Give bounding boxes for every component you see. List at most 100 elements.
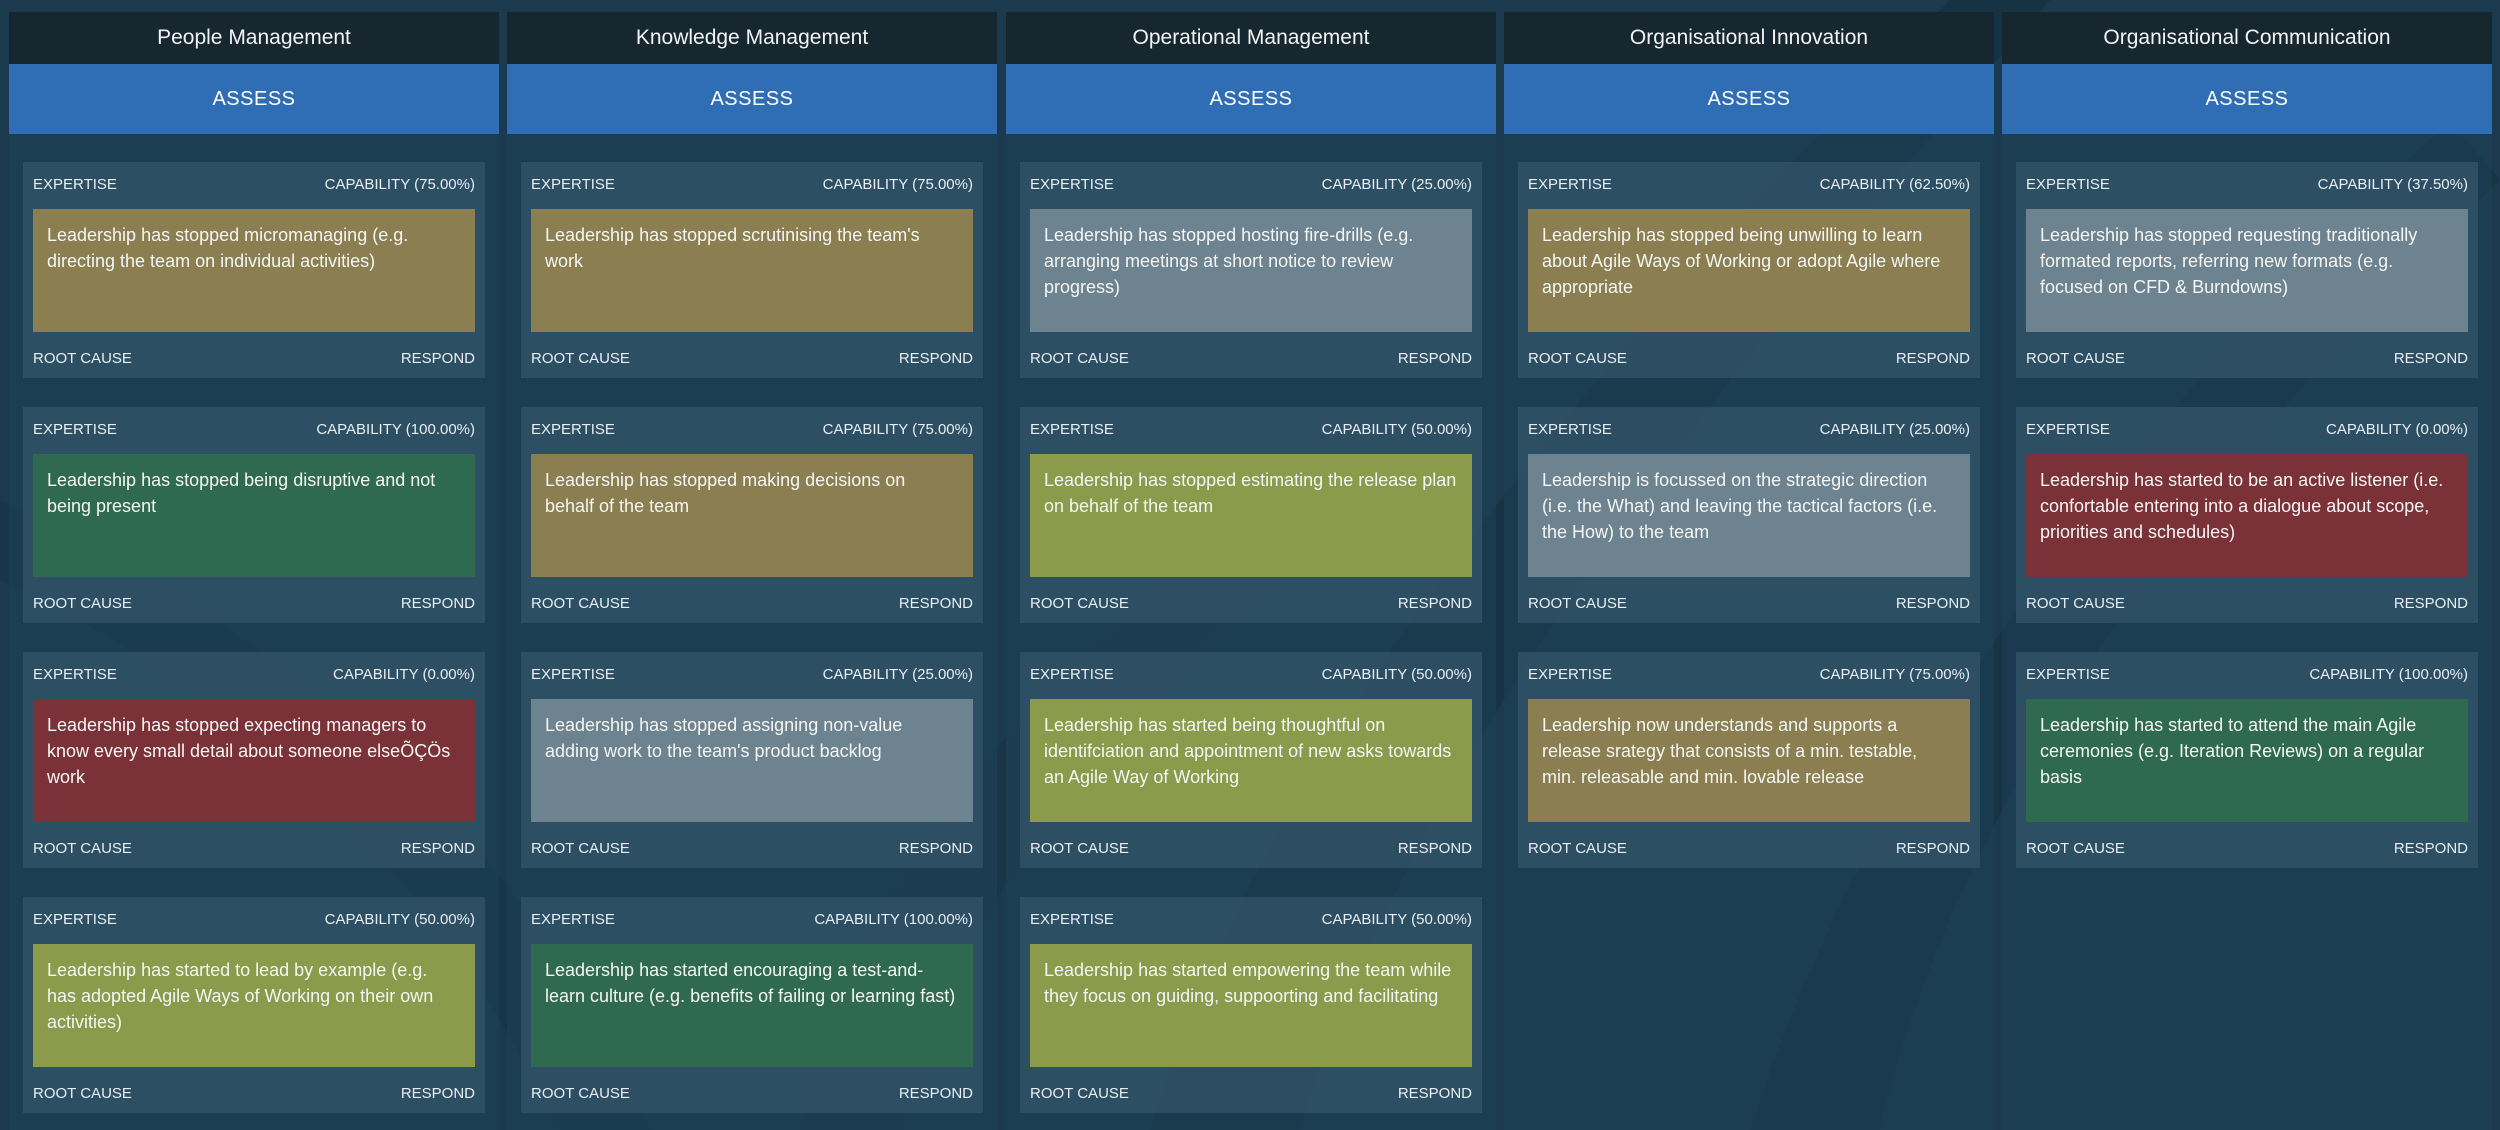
assessment-card: EXPERTISE CAPABILITY (100.00%) Leadershi…	[23, 407, 485, 623]
card-statement[interactable]: Leadership has started encouraging a tes…	[531, 944, 973, 1067]
respond-link[interactable]: RESPOND	[400, 595, 475, 612]
respond-link[interactable]: RESPOND	[898, 840, 973, 857]
respond-link[interactable]: RESPOND	[898, 350, 973, 367]
card-statement[interactable]: Leadership has started to lead by exampl…	[33, 944, 475, 1067]
root-cause-link[interactable]: ROOT CAUSE	[2026, 595, 2125, 612]
expertise-label: EXPERTISE	[33, 176, 117, 193]
expertise-label: EXPERTISE	[2026, 421, 2110, 438]
capability-label: CAPABILITY (50.00%)	[1321, 421, 1472, 438]
card-statement[interactable]: Leadership has stopped requesting tradit…	[2026, 209, 2468, 332]
respond-link[interactable]: RESPOND	[400, 840, 475, 857]
respond-link[interactable]: RESPOND	[1895, 840, 1970, 857]
assessment-card: EXPERTISE CAPABILITY (75.00%) Leadership…	[1518, 652, 1980, 868]
assessment-card: EXPERTISE CAPABILITY (50.00%) Leadership…	[1020, 407, 1482, 623]
root-cause-link[interactable]: ROOT CAUSE	[33, 350, 132, 367]
card-statement[interactable]: Leadership has stopped being unwilling t…	[1528, 209, 1970, 332]
card-statement[interactable]: Leadership has started to be an active l…	[2026, 454, 2468, 577]
respond-link[interactable]: RESPOND	[898, 595, 973, 612]
root-cause-link[interactable]: ROOT CAUSE	[33, 840, 132, 857]
root-cause-link[interactable]: ROOT CAUSE	[1528, 840, 1627, 857]
column-title: Knowledge Management	[507, 12, 997, 64]
respond-link[interactable]: RESPOND	[1895, 350, 1970, 367]
assessment-card: EXPERTISE CAPABILITY (75.00%) Leadership…	[23, 162, 485, 378]
expertise-label: EXPERTISE	[2026, 666, 2110, 683]
column-organisational-communication: Organisational Communication ASSESS EXPE…	[2002, 12, 2492, 1130]
respond-link[interactable]: RESPOND	[1397, 595, 1472, 612]
card-statement[interactable]: Leadership has stopped scrutinising the …	[531, 209, 973, 332]
assess-button[interactable]: ASSESS	[1504, 64, 1994, 134]
card-statement[interactable]: Leadership has started empowering the te…	[1030, 944, 1472, 1067]
root-cause-link[interactable]: ROOT CAUSE	[33, 1085, 132, 1102]
card-statement[interactable]: Leadership has stopped expecting manager…	[33, 699, 475, 822]
assessment-card: EXPERTISE CAPABILITY (50.00%) Leadership…	[23, 897, 485, 1113]
column-people-management: People Management ASSESS EXPERTISE CAPAB…	[9, 12, 499, 1130]
expertise-label: EXPERTISE	[33, 666, 117, 683]
respond-link[interactable]: RESPOND	[1397, 350, 1472, 367]
root-cause-link[interactable]: ROOT CAUSE	[2026, 350, 2125, 367]
capability-label: CAPABILITY (100.00%)	[2309, 666, 2468, 683]
card-statement[interactable]: Leadership has stopped making decisions …	[531, 454, 973, 577]
respond-link[interactable]: RESPOND	[898, 1085, 973, 1102]
column-title: Organisational Innovation	[1504, 12, 1994, 64]
root-cause-link[interactable]: ROOT CAUSE	[33, 595, 132, 612]
capability-label: CAPABILITY (100.00%)	[316, 421, 475, 438]
capability-label: CAPABILITY (75.00%)	[822, 176, 973, 193]
respond-link[interactable]: RESPOND	[400, 1085, 475, 1102]
respond-link[interactable]: RESPOND	[1397, 1085, 1472, 1102]
column-title: Organisational Communication	[2002, 12, 2492, 64]
assessment-card: EXPERTISE CAPABILITY (50.00%) Leadership…	[1020, 652, 1482, 868]
assessment-card: EXPERTISE CAPABILITY (75.00%) Leadership…	[521, 162, 983, 378]
expertise-label: EXPERTISE	[2026, 176, 2110, 193]
assessment-card: EXPERTISE CAPABILITY (0.00%) Leadership …	[23, 652, 485, 868]
root-cause-link[interactable]: ROOT CAUSE	[531, 350, 630, 367]
assessment-card: EXPERTISE CAPABILITY (25.00%) Leadership…	[1020, 162, 1482, 378]
capability-label: CAPABILITY (50.00%)	[324, 911, 475, 928]
root-cause-link[interactable]: ROOT CAUSE	[2026, 840, 2125, 857]
assess-button[interactable]: ASSESS	[1006, 64, 1496, 134]
respond-link[interactable]: RESPOND	[400, 350, 475, 367]
assessment-card: EXPERTISE CAPABILITY (100.00%) Leadershi…	[521, 897, 983, 1113]
assess-button[interactable]: ASSESS	[2002, 64, 2492, 134]
root-cause-link[interactable]: ROOT CAUSE	[531, 1085, 630, 1102]
assess-button[interactable]: ASSESS	[9, 64, 499, 134]
assessment-card: EXPERTISE CAPABILITY (75.00%) Leadership…	[521, 407, 983, 623]
card-statement[interactable]: Leadership has stopped hosting fire-dril…	[1030, 209, 1472, 332]
respond-link[interactable]: RESPOND	[2393, 350, 2468, 367]
respond-link[interactable]: RESPOND	[1397, 840, 1472, 857]
expertise-label: EXPERTISE	[1528, 421, 1612, 438]
card-statement[interactable]: Leadership has stopped assigning non-val…	[531, 699, 973, 822]
card-statement[interactable]: Leadership has stopped micromanaging (e.…	[33, 209, 475, 332]
assessment-card: EXPERTISE CAPABILITY (100.00%) Leadershi…	[2016, 652, 2478, 868]
column-title: People Management	[9, 12, 499, 64]
card-statement[interactable]: Leadership has started to attend the mai…	[2026, 699, 2468, 822]
card-statement[interactable]: Leadership has stopped estimating the re…	[1030, 454, 1472, 577]
capability-label: CAPABILITY (37.50%)	[2317, 176, 2468, 193]
expertise-label: EXPERTISE	[1528, 666, 1612, 683]
expertise-label: EXPERTISE	[531, 911, 615, 928]
root-cause-link[interactable]: ROOT CAUSE	[1030, 595, 1129, 612]
root-cause-link[interactable]: ROOT CAUSE	[1030, 350, 1129, 367]
expertise-label: EXPERTISE	[531, 421, 615, 438]
root-cause-link[interactable]: ROOT CAUSE	[531, 840, 630, 857]
column-knowledge-management: Knowledge Management ASSESS EXPERTISE CA…	[507, 12, 997, 1130]
assess-button[interactable]: ASSESS	[507, 64, 997, 134]
root-cause-link[interactable]: ROOT CAUSE	[1528, 350, 1627, 367]
card-statement[interactable]: Leadership is focussed on the strategic …	[1528, 454, 1970, 577]
card-statement[interactable]: Leadership has started being thoughtful …	[1030, 699, 1472, 822]
expertise-label: EXPERTISE	[531, 666, 615, 683]
capability-label: CAPABILITY (0.00%)	[2325, 421, 2468, 438]
root-cause-link[interactable]: ROOT CAUSE	[531, 595, 630, 612]
expertise-label: EXPERTISE	[33, 421, 117, 438]
respond-link[interactable]: RESPOND	[1895, 595, 1970, 612]
root-cause-link[interactable]: ROOT CAUSE	[1030, 1085, 1129, 1102]
card-statement[interactable]: Leadership has stopped being disruptive …	[33, 454, 475, 577]
card-statement[interactable]: Leadership now understands and supports …	[1528, 699, 1970, 822]
expertise-label: EXPERTISE	[1030, 666, 1114, 683]
assessment-card: EXPERTISE CAPABILITY (25.00%) Leadership…	[521, 652, 983, 868]
root-cause-link[interactable]: ROOT CAUSE	[1528, 595, 1627, 612]
assessment-card: EXPERTISE CAPABILITY (62.50%) Leadership…	[1518, 162, 1980, 378]
root-cause-link[interactable]: ROOT CAUSE	[1030, 840, 1129, 857]
respond-link[interactable]: RESPOND	[2393, 595, 2468, 612]
respond-link[interactable]: RESPOND	[2393, 840, 2468, 857]
expertise-label: EXPERTISE	[1030, 911, 1114, 928]
